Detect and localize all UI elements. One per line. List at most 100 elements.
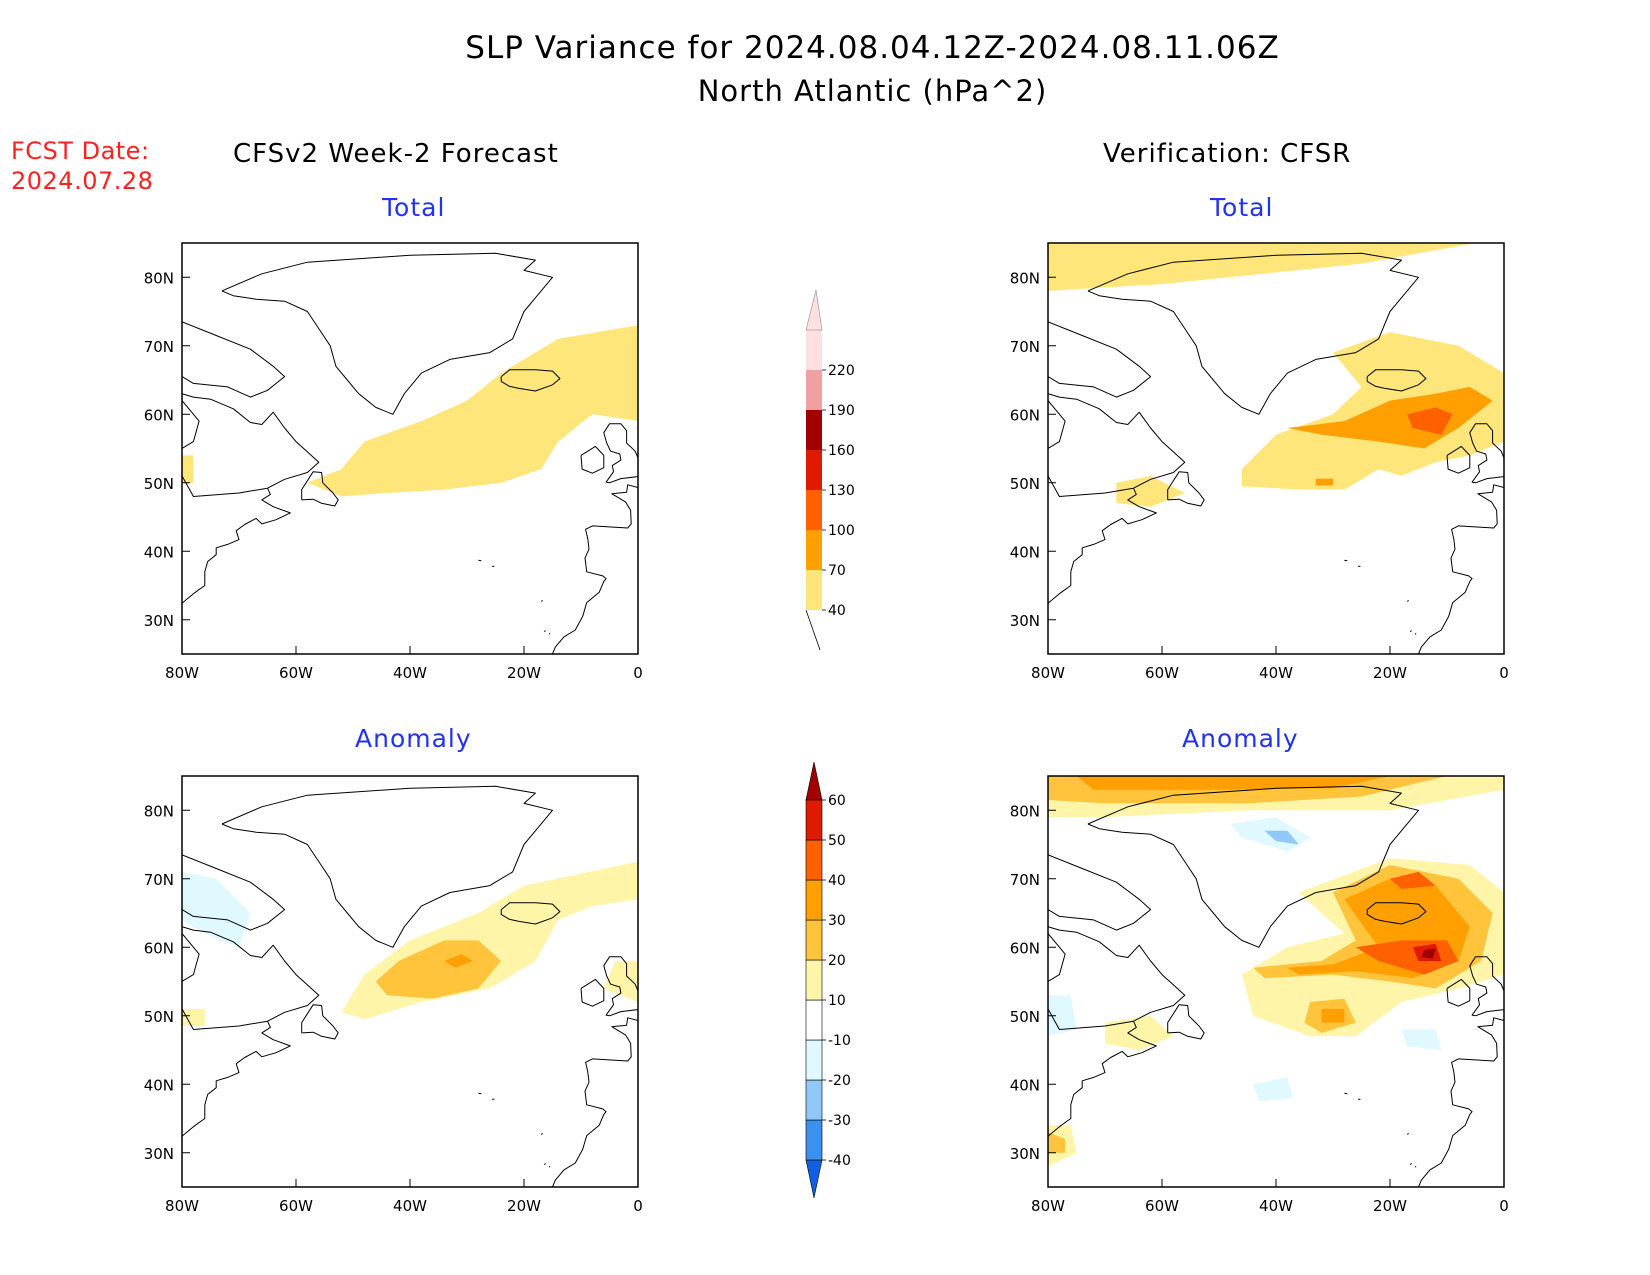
legend-anomaly-label: -20 [828, 1073, 851, 1089]
lat-tick-label: 70N [1010, 871, 1040, 889]
map-panel-forecast-anomaly: 80W 60W 40W 20W 0 80N 70N 60N 50N 40N 30N [144, 775, 643, 1215]
lon-tick-label: 40W [1259, 1197, 1293, 1215]
legend-total-lower-arrow [805, 609, 821, 651]
lat-tick-label: 50N [144, 475, 174, 493]
column-title-verification: Verification: CFSR [1103, 139, 1352, 169]
map-panel-verification-anomaly: 80W 60W 40W 20W 0 80N 70N 60N 50N 40N 30N [1010, 775, 1509, 1215]
coastline [221, 252, 553, 415]
subtitle: North Atlantic (hPa^2) [697, 74, 1048, 108]
coastline [1048, 854, 1152, 931]
lon-tick-label: 40W [393, 664, 427, 682]
legend-anomaly-label: 50 [828, 833, 846, 849]
shaded-anomaly-30-40 [444, 954, 473, 968]
legend-anomaly-label: 60 [828, 793, 846, 809]
coastline [1048, 321, 1152, 398]
panel-title-forecast-total: Total [382, 193, 446, 222]
lon-tick-label: 60W [1145, 664, 1179, 682]
coastline [478, 559, 482, 562]
coastline [603, 423, 638, 484]
lat-tick-label: 40N [1010, 543, 1040, 561]
legend-anomaly-swatch [805, 919, 823, 961]
panel-title-forecast-anomaly: Anomaly [355, 724, 472, 753]
lon-tick-label: 60W [279, 1197, 313, 1215]
legend-anomaly-label: -30 [828, 1113, 851, 1129]
legend-total-swatch [806, 330, 822, 370]
lat-tick-label: 80N [1010, 802, 1040, 820]
legend-anomaly-label: -10 [828, 1033, 851, 1049]
legend-total-label: 220 [828, 363, 855, 379]
coastline [580, 445, 605, 474]
map-panel-forecast-total: 80W 60W 40W 20W 0 80N 70N 60N 50N 40N 30N [144, 242, 643, 682]
lat-tick-label: 80N [1010, 269, 1040, 287]
lat-tick-label: 80N [144, 269, 174, 287]
legend-anomaly-label: 10 [828, 993, 846, 1009]
coastline [552, 1017, 638, 1187]
legend-total-upper-arrow [805, 289, 823, 331]
map-contents [1048, 776, 1504, 1187]
forecast-date-value: 2024.07.28 [11, 167, 154, 195]
legend-anomaly-swatch [805, 959, 823, 1001]
lat-tick-label: 50N [1010, 1008, 1040, 1026]
map-contents [182, 252, 638, 654]
legend-anomaly-swatch [805, 1039, 823, 1081]
lon-tick-label: 20W [507, 1197, 541, 1215]
legend-total-label: 70 [828, 563, 846, 579]
shaded-anomaly-30-40-arctic [1076, 776, 1390, 790]
lon-tick-label: 80W [1031, 664, 1065, 682]
legend-total-swatch [806, 570, 822, 610]
coastline [221, 785, 553, 948]
coastline [548, 1166, 551, 1168]
legend-anomaly-swatch [805, 839, 823, 881]
legend-total-swatch [806, 370, 822, 410]
coastline [1406, 1133, 1409, 1135]
coastline [182, 926, 320, 1030]
lat-tick-label: 70N [1010, 338, 1040, 356]
lon-tick-label: 80W [1031, 1197, 1065, 1215]
lon-tick-label: 0 [1499, 664, 1509, 682]
shaded-anomaly-neg-west [1048, 995, 1077, 1037]
lon-tick-label: 0 [633, 664, 643, 682]
coastline [1087, 785, 1419, 948]
coastline [1446, 978, 1471, 1007]
legend-total-swatch [806, 450, 822, 490]
coastline [1469, 423, 1504, 484]
coastline [182, 487, 291, 604]
lat-tick-label: 30N [144, 1145, 174, 1163]
lon-tick-label: 60W [279, 664, 313, 682]
legend-anomaly-label: -40 [828, 1153, 851, 1169]
lon-tick-label: 0 [1499, 1197, 1509, 1215]
coastline [1418, 484, 1504, 654]
legend-anomaly-swatch [805, 879, 823, 921]
legend-total-label: 130 [828, 483, 855, 499]
coastline [301, 1004, 339, 1040]
coastline [182, 393, 320, 497]
lat-tick-label: 60N [144, 406, 174, 424]
coastline [1366, 902, 1427, 925]
lat-tick-label: 70N [144, 871, 174, 889]
coastline [301, 471, 339, 507]
column-title-forecast: CFSv2 Week-2 Forecast [233, 139, 559, 169]
coastline [603, 956, 638, 1017]
lon-tick-label: 20W [1373, 1197, 1407, 1215]
map-panel-verification-total: 80W 60W 40W 20W 0 80N 70N 60N 50N 40N 30N [1010, 242, 1509, 682]
shaded-anomaly-10-20-west [182, 1008, 205, 1026]
map-contents [182, 785, 638, 1187]
legend-anomaly-swatch [805, 799, 823, 841]
legend-total-swatch [806, 410, 822, 450]
legend-total: 40 70 100 130 160 190 220 [805, 289, 855, 651]
shaded-anomaly-neg-east [1401, 1029, 1442, 1050]
lon-tick-label: 40W [1259, 664, 1293, 682]
panel-title-verification-total: Total [1210, 193, 1274, 222]
legend-anomaly-label: 40 [828, 873, 846, 889]
lat-tick-label: 80N [144, 802, 174, 820]
coastline [543, 1163, 546, 1165]
coastline [478, 1092, 482, 1095]
coastline [182, 854, 286, 931]
lon-tick-label: 20W [1373, 664, 1407, 682]
lat-tick-label: 60N [1010, 939, 1040, 957]
coastline [543, 630, 546, 632]
shaded-anomaly-10-20-gulf [1105, 1015, 1174, 1050]
coastline [1048, 393, 1186, 497]
legend-anomaly-swatch [805, 999, 823, 1041]
coastline [182, 321, 286, 398]
